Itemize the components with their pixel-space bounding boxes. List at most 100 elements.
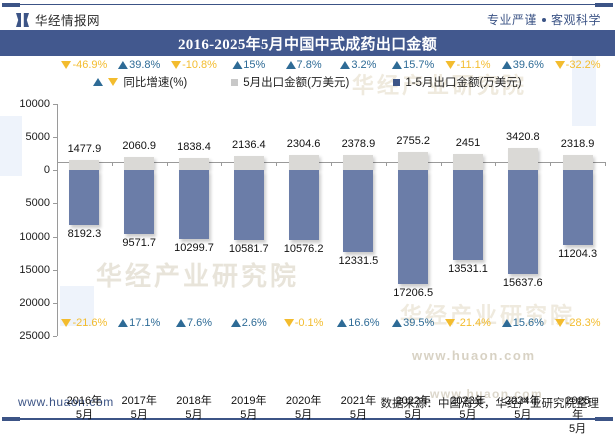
growth-value: 15.7% — [403, 59, 435, 71]
value-label-may: 1477.9 — [67, 143, 102, 156]
legend-item-may[interactable]: 5月出口金额(万美元) — [231, 74, 349, 90]
value-label-may: 2318.9 — [560, 137, 595, 150]
triangle-up-icon — [230, 319, 241, 327]
triangle-down-icon — [61, 319, 72, 327]
value-label-may: 2755.2 — [396, 135, 431, 148]
brand[interactable]: 华经情报网 — [16, 10, 100, 29]
growth-value: -21.6% — [72, 317, 108, 329]
bar-may-export[interactable] — [398, 152, 429, 171]
bar-jan-may-export[interactable] — [69, 170, 100, 225]
bar-jan-may-export[interactable] — [179, 170, 209, 239]
value-label-jan-may: 11204.3 — [558, 247, 598, 260]
bar-jan-may-export[interactable] — [124, 170, 155, 234]
x-axis-tick — [495, 162, 497, 166]
x-axis-category-label: 2018年 5月 — [176, 395, 212, 421]
triangle-down-icon — [171, 61, 182, 69]
x-axis-category-label: 2021年 5月 — [340, 395, 377, 421]
growth-label-jan-may: 17.1% — [118, 317, 160, 329]
triangle-up-icon — [337, 319, 348, 327]
triangle-up-icon — [340, 61, 351, 69]
triangle-down-icon — [61, 61, 72, 69]
x-axis-tick — [331, 162, 332, 166]
growth-label-may: 15% — [232, 59, 265, 71]
growth-value: 16.6% — [348, 317, 380, 329]
y-axis-tick-label: 0 — [43, 164, 50, 177]
bar-jan-may-export[interactable] — [453, 170, 483, 260]
x-axis-category-label: 2023年 5月 — [450, 395, 486, 421]
y-axis-tick — [53, 137, 57, 139]
bar-jan-may-export[interactable] — [233, 170, 264, 241]
growth-label-jan-may: 2.6% — [230, 317, 267, 329]
y-axis-tick-label: 10000 — [19, 230, 50, 243]
value-label-jan-may: 10581.7 — [228, 243, 269, 256]
x-axis-category-label: 2016年 5月 — [66, 395, 103, 421]
value-label-jan-may: 10576.2 — [283, 243, 324, 256]
growth-value: 7.8% — [296, 59, 322, 71]
bar-may-export[interactable] — [343, 154, 374, 171]
value-label-may: 2304.6 — [286, 138, 321, 150]
bar-jan-may-export[interactable] — [562, 170, 593, 245]
bar-may-export[interactable] — [179, 158, 209, 171]
watermark-blue-block-3 — [572, 56, 596, 126]
bar-jan-may-export[interactable] — [288, 170, 319, 241]
bar-jan-may-export[interactable] — [398, 170, 429, 285]
x-axis-category-label: 2025年 5月 — [565, 395, 590, 435]
x-axis-tick — [166, 162, 168, 166]
bar-may-export[interactable] — [233, 156, 264, 171]
value-label-may: 1838.4 — [177, 141, 211, 154]
y-axis-tick — [53, 104, 57, 105]
triangle-up-icon — [285, 61, 296, 69]
legend-item-jan-may[interactable]: 1-5月出口金额(万美元) — [393, 74, 522, 90]
value-label-may: 3420.8 — [505, 130, 540, 143]
growth-value: 17.1% — [129, 317, 161, 329]
growth-label-jan-may: 15.6% — [501, 317, 544, 329]
x-axis-category-label: 2020年 5月 — [285, 395, 322, 421]
watermark-url-bottom: www.huaon.com — [430, 387, 544, 401]
bar-may-export[interactable] — [69, 160, 100, 171]
x-axis-tick — [550, 162, 552, 166]
growth-value: 39.8% — [129, 59, 161, 71]
value-label-jan-may: 13531.1 — [448, 262, 488, 275]
y-axis-tick — [53, 336, 57, 337]
x-axis-tick — [57, 162, 58, 166]
value-label-may: 2378.9 — [341, 137, 376, 150]
y-axis-tick — [53, 269, 57, 271]
bar-may-export[interactable] — [507, 147, 538, 171]
legend-label-growth: 同比增速(%) — [123, 77, 188, 89]
value-label-jan-may: 12331.5 — [338, 255, 379, 268]
tagline-dot-icon — [541, 17, 546, 22]
footer-site[interactable]: www.huaon.com — [18, 395, 114, 409]
bar-may-export[interactable] — [124, 156, 155, 171]
value-label-jan-may: 15637.6 — [502, 276, 543, 289]
y-axis-tick — [53, 236, 57, 238]
bar-may-export[interactable] — [453, 154, 483, 171]
bar-jan-may-export[interactable] — [343, 170, 374, 253]
growth-value: 39.6% — [512, 59, 544, 71]
bar-may-export[interactable] — [288, 155, 319, 171]
brand-name: 华经情报网 — [35, 14, 101, 28]
legend-label-may: 5月出口金额(万美元) — [243, 77, 350, 89]
growth-label-may: -11.1% — [445, 59, 491, 71]
chart-area: 华经产业研究院 华经产业研究院 华经产业研究院 www.huaon.com ww… — [0, 56, 615, 435]
y-axis-tick-label: 25000 — [19, 330, 50, 342]
growth-label-jan-may: -28.3% — [554, 317, 601, 329]
double-bar-logo-icon — [16, 12, 29, 27]
growth-label-may: -10.8% — [171, 59, 217, 71]
bar-may-export[interactable] — [562, 154, 593, 171]
growth-value: -10.8% — [182, 59, 217, 71]
value-label-jan-may: 17206.5 — [393, 287, 434, 300]
footer-source: 数据来源：中国海关，华经产业研究院整理 — [380, 398, 600, 410]
x-axis-category-label: 2024年 5月 — [505, 395, 541, 421]
y-axis-tick — [53, 170, 57, 172]
x-axis-tick — [605, 162, 606, 166]
legend-item-growth[interactable]: 同比增速(%) — [93, 74, 187, 90]
bottom-divider-cap-left — [2, 417, 20, 421]
x-axis-tick — [221, 162, 223, 166]
triangle-up-icon — [392, 319, 403, 327]
bottom-divider — [0, 417, 615, 421]
triangle-down-icon — [445, 61, 456, 69]
bottom-divider-cap-right — [595, 417, 613, 421]
triangle-up-icon — [501, 61, 512, 69]
triangle-up-icon — [93, 78, 104, 86]
bar-jan-may-export[interactable] — [507, 170, 538, 274]
